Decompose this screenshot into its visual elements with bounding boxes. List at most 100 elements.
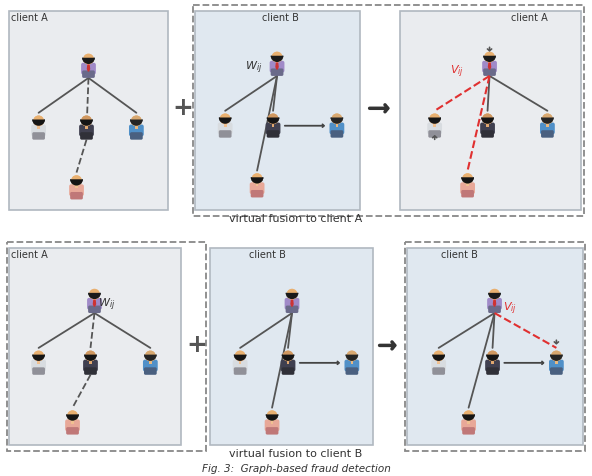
Wedge shape bbox=[282, 356, 294, 361]
Text: virtual fusion to client B: virtual fusion to client B bbox=[229, 449, 363, 459]
FancyBboxPatch shape bbox=[9, 10, 168, 210]
Wedge shape bbox=[70, 179, 83, 186]
Text: client A: client A bbox=[511, 13, 548, 23]
Circle shape bbox=[332, 113, 342, 124]
Bar bbox=[488, 62, 491, 65]
Wedge shape bbox=[330, 118, 343, 124]
Circle shape bbox=[268, 113, 278, 124]
FancyBboxPatch shape bbox=[330, 122, 345, 134]
Wedge shape bbox=[487, 356, 498, 361]
FancyBboxPatch shape bbox=[65, 419, 80, 431]
Wedge shape bbox=[33, 355, 45, 361]
Wedge shape bbox=[271, 56, 284, 62]
Wedge shape bbox=[462, 415, 475, 421]
Wedge shape bbox=[551, 356, 562, 361]
FancyBboxPatch shape bbox=[488, 306, 501, 313]
Wedge shape bbox=[346, 355, 358, 361]
Wedge shape bbox=[541, 118, 554, 124]
Circle shape bbox=[346, 351, 357, 361]
Bar bbox=[276, 62, 278, 65]
Bar bbox=[555, 361, 558, 364]
FancyBboxPatch shape bbox=[266, 427, 278, 435]
Wedge shape bbox=[66, 415, 79, 421]
Wedge shape bbox=[144, 355, 157, 361]
Wedge shape bbox=[219, 118, 231, 124]
Wedge shape bbox=[482, 113, 493, 119]
Text: $W_{ij}$: $W_{ij}$ bbox=[98, 297, 116, 313]
Text: client A: client A bbox=[11, 250, 47, 260]
Text: +: + bbox=[173, 96, 194, 120]
Wedge shape bbox=[267, 118, 279, 124]
Wedge shape bbox=[271, 56, 284, 62]
Wedge shape bbox=[432, 355, 445, 361]
Wedge shape bbox=[81, 116, 92, 121]
Wedge shape bbox=[330, 118, 343, 124]
Text: Fig. 3:  Graph-based fraud detection: Fig. 3: Graph-based fraud detection bbox=[201, 464, 391, 474]
Circle shape bbox=[484, 52, 495, 62]
FancyBboxPatch shape bbox=[79, 125, 94, 136]
Wedge shape bbox=[551, 351, 562, 356]
Wedge shape bbox=[429, 118, 441, 124]
Circle shape bbox=[235, 351, 246, 361]
Wedge shape bbox=[131, 121, 141, 126]
Wedge shape bbox=[82, 58, 95, 64]
Wedge shape bbox=[266, 416, 278, 421]
FancyBboxPatch shape bbox=[286, 306, 298, 313]
Wedge shape bbox=[267, 118, 279, 124]
Bar bbox=[486, 124, 489, 127]
Bar bbox=[466, 184, 469, 187]
Bar bbox=[93, 299, 96, 302]
Text: $V_{ij}$: $V_{ij}$ bbox=[503, 301, 516, 317]
Circle shape bbox=[462, 173, 473, 184]
FancyBboxPatch shape bbox=[82, 70, 95, 78]
FancyBboxPatch shape bbox=[540, 122, 555, 134]
Wedge shape bbox=[251, 177, 263, 184]
FancyBboxPatch shape bbox=[429, 130, 441, 138]
FancyBboxPatch shape bbox=[486, 367, 499, 375]
Wedge shape bbox=[429, 113, 440, 119]
Text: client B: client B bbox=[249, 250, 285, 260]
Wedge shape bbox=[33, 119, 45, 126]
Wedge shape bbox=[461, 177, 474, 184]
FancyBboxPatch shape bbox=[345, 360, 359, 371]
Wedge shape bbox=[130, 119, 143, 126]
Wedge shape bbox=[287, 289, 297, 294]
Wedge shape bbox=[346, 355, 358, 361]
FancyBboxPatch shape bbox=[330, 130, 343, 138]
FancyBboxPatch shape bbox=[210, 248, 373, 445]
Circle shape bbox=[487, 351, 498, 361]
Wedge shape bbox=[89, 289, 100, 294]
Wedge shape bbox=[332, 119, 342, 124]
Circle shape bbox=[489, 289, 500, 299]
Circle shape bbox=[131, 116, 141, 126]
Wedge shape bbox=[252, 178, 262, 184]
Circle shape bbox=[89, 289, 100, 299]
FancyBboxPatch shape bbox=[485, 360, 500, 371]
FancyBboxPatch shape bbox=[266, 130, 279, 138]
Text: $V_{ij}$: $V_{ij}$ bbox=[450, 64, 464, 80]
Wedge shape bbox=[286, 293, 298, 299]
FancyBboxPatch shape bbox=[270, 61, 284, 72]
Wedge shape bbox=[487, 351, 498, 356]
Wedge shape bbox=[332, 113, 342, 119]
FancyBboxPatch shape bbox=[219, 130, 231, 138]
Wedge shape bbox=[33, 116, 44, 121]
Bar bbox=[350, 361, 353, 364]
Wedge shape bbox=[66, 415, 79, 421]
Circle shape bbox=[551, 351, 562, 361]
Circle shape bbox=[282, 351, 294, 361]
Text: client B: client B bbox=[441, 250, 478, 260]
Wedge shape bbox=[33, 356, 44, 361]
FancyBboxPatch shape bbox=[432, 367, 445, 375]
FancyBboxPatch shape bbox=[461, 419, 476, 431]
FancyBboxPatch shape bbox=[285, 298, 300, 310]
Wedge shape bbox=[272, 57, 282, 62]
Wedge shape bbox=[33, 121, 44, 126]
Wedge shape bbox=[542, 113, 553, 119]
Text: $W_{ij}$: $W_{ij}$ bbox=[245, 60, 262, 76]
Wedge shape bbox=[220, 119, 230, 124]
Bar bbox=[272, 124, 275, 127]
Circle shape bbox=[71, 175, 82, 186]
Bar bbox=[89, 361, 92, 364]
Wedge shape bbox=[235, 351, 246, 356]
